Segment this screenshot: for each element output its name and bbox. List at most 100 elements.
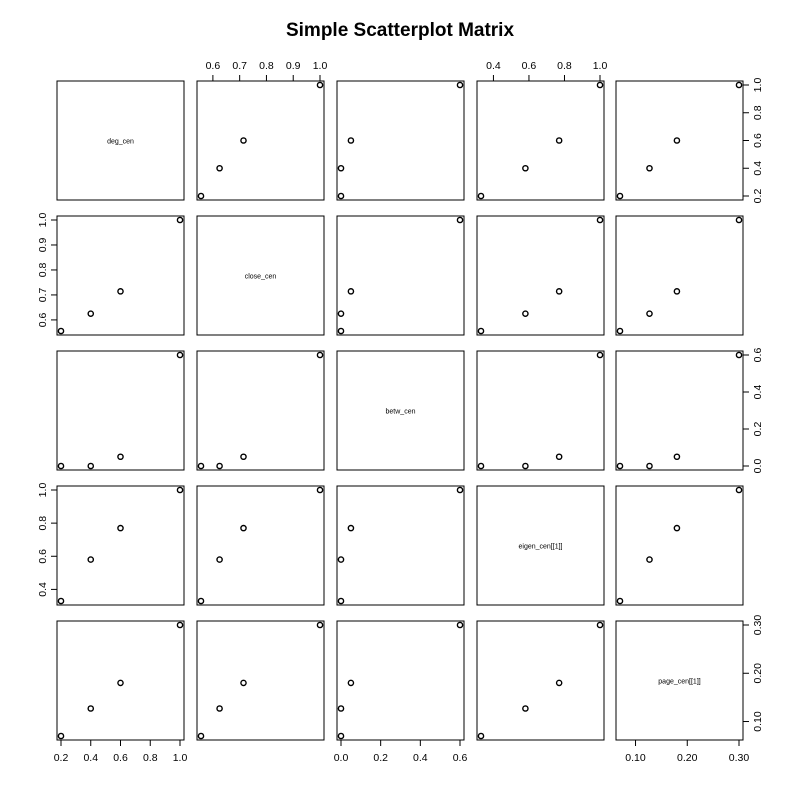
bottom-axis-tick-label: 0.0 bbox=[334, 752, 349, 764]
panel-r4-c2 bbox=[336, 620, 465, 741]
panel-r2-c3 bbox=[476, 350, 605, 471]
top-axis-tick-label: 0.8 bbox=[259, 60, 274, 72]
panel-frame bbox=[196, 485, 325, 606]
data-point bbox=[616, 192, 624, 200]
data-point bbox=[337, 732, 345, 740]
right-axis-tick-label: 0.0 bbox=[752, 459, 764, 474]
panels-group: deg_cen close_cen betw_cen eigen_cen[[1]]pa… bbox=[37, 60, 764, 764]
data-point bbox=[337, 192, 345, 200]
data-point bbox=[197, 462, 205, 470]
data-point bbox=[646, 556, 653, 563]
data-point bbox=[456, 486, 464, 494]
panel-r2-c0 bbox=[56, 350, 185, 471]
panel-r2-c1 bbox=[196, 350, 325, 471]
bottom-axis-tick-label: 0.20 bbox=[677, 752, 698, 764]
data-point bbox=[57, 462, 65, 470]
panel-frame bbox=[476, 350, 605, 471]
panel-frame bbox=[476, 80, 605, 201]
panel-r3-c1 bbox=[196, 485, 325, 606]
panel-r2-c2: betw_cen bbox=[336, 350, 465, 471]
data-point bbox=[522, 462, 529, 470]
data-point bbox=[456, 81, 464, 89]
panel-r1-c0 bbox=[56, 215, 185, 336]
left-axis-tick-label: 1.0 bbox=[37, 213, 49, 228]
panel-frame bbox=[56, 80, 185, 201]
diag-label-page-cen-1: page_cen[[1]] bbox=[658, 679, 700, 686]
data-point bbox=[477, 732, 485, 740]
panel-r1-c4 bbox=[615, 215, 744, 336]
panel-frame bbox=[56, 485, 185, 606]
panel-frame bbox=[476, 620, 605, 741]
panel-r0-c4 bbox=[615, 80, 744, 201]
top-axis-tick-label: 0.7 bbox=[232, 60, 247, 72]
data-point bbox=[216, 556, 223, 563]
data-point bbox=[197, 597, 205, 605]
panel-r3-c0 bbox=[56, 485, 185, 606]
data-point bbox=[735, 486, 743, 494]
bottom-axis-tick-label: 0.6 bbox=[113, 752, 128, 764]
right-axis-tick-label: 0.2 bbox=[752, 189, 764, 204]
panel-frame bbox=[476, 215, 605, 336]
data-point bbox=[616, 462, 624, 470]
data-point bbox=[673, 453, 681, 461]
data-point bbox=[176, 486, 184, 494]
left-axis-tick-label: 0.6 bbox=[37, 312, 49, 327]
data-point bbox=[57, 327, 65, 335]
panel-r0-c0: deg_cen bbox=[56, 80, 185, 201]
data-point bbox=[216, 164, 223, 172]
data-point bbox=[735, 351, 743, 359]
data-point bbox=[197, 732, 205, 740]
data-point bbox=[616, 327, 624, 335]
diag-label-eigen-cen-1: eigen_cen[[1]] bbox=[519, 544, 563, 551]
data-point bbox=[240, 137, 247, 144]
right-axis-tick-label: 0.6 bbox=[752, 133, 764, 148]
left-axis-tick-label: 1.0 bbox=[37, 483, 49, 498]
bottom-axis-tick-label: 0.6 bbox=[453, 752, 468, 764]
right-axis-tick-label: 0.8 bbox=[752, 105, 764, 120]
data-point bbox=[337, 327, 345, 335]
data-point bbox=[240, 453, 247, 461]
bottom-axis-tick-label: 0.10 bbox=[625, 752, 646, 764]
data-point bbox=[337, 705, 345, 712]
data-point bbox=[646, 462, 653, 470]
panel-r2-c4 bbox=[615, 350, 744, 471]
bottom-axis-tick-label: 1.0 bbox=[173, 752, 188, 764]
panel-frame bbox=[56, 350, 185, 471]
panel-r0-c1 bbox=[196, 80, 325, 201]
left-axis-tick-label: 0.8 bbox=[37, 263, 49, 278]
panel-frame bbox=[196, 350, 325, 471]
panel-r0-c3 bbox=[476, 80, 605, 201]
top-axis-tick-label: 0.8 bbox=[557, 60, 572, 72]
data-point bbox=[337, 556, 345, 563]
data-point bbox=[596, 216, 604, 224]
panel-frame bbox=[615, 350, 744, 471]
panel-r4-c3 bbox=[476, 620, 605, 741]
data-point bbox=[316, 621, 324, 629]
data-point bbox=[87, 705, 95, 712]
panel-r1-c3 bbox=[476, 215, 605, 336]
data-point bbox=[646, 164, 653, 172]
data-point bbox=[456, 216, 464, 224]
data-point bbox=[522, 164, 529, 172]
bottom-axis-tick-label: 0.4 bbox=[413, 752, 428, 764]
data-point bbox=[216, 705, 223, 712]
data-point bbox=[555, 679, 563, 687]
data-point bbox=[673, 288, 681, 295]
data-point bbox=[176, 621, 184, 629]
panel-frame bbox=[615, 485, 744, 606]
top-axis-tick-label: 1.0 bbox=[593, 60, 608, 72]
left-axis-tick-label: 0.9 bbox=[37, 238, 49, 253]
panel-frame bbox=[336, 215, 465, 336]
panel-frame bbox=[615, 215, 744, 336]
bottom-axis-tick-label: 0.2 bbox=[373, 752, 388, 764]
data-point bbox=[456, 621, 464, 629]
data-point bbox=[735, 81, 743, 89]
data-point bbox=[57, 732, 65, 740]
data-point bbox=[596, 351, 604, 359]
data-point bbox=[87, 310, 95, 317]
data-point bbox=[555, 137, 563, 144]
data-point bbox=[646, 310, 653, 317]
panel-frame bbox=[336, 485, 465, 606]
diag-label-close-cen: close_cen bbox=[245, 274, 277, 281]
